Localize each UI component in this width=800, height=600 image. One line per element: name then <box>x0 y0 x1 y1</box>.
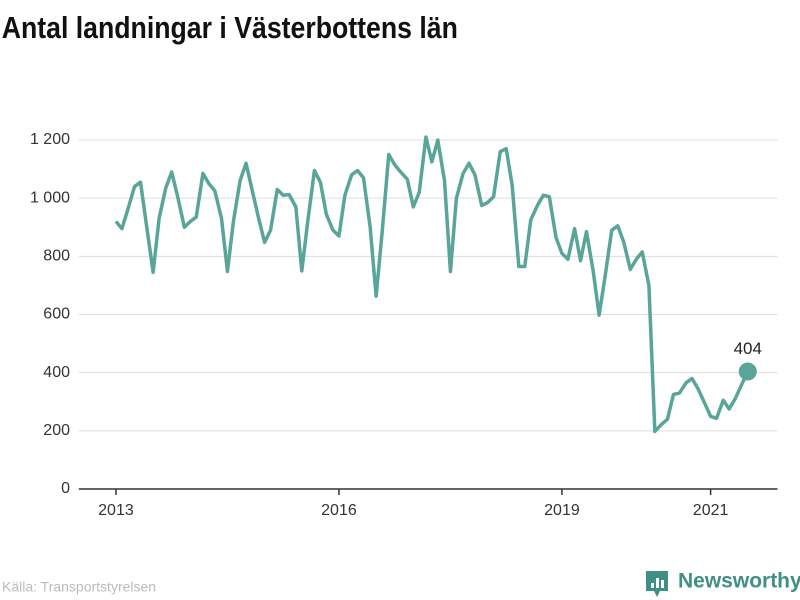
y-tick-label: 1 000 <box>30 189 70 206</box>
y-tick-label: 400 <box>43 364 70 381</box>
value-label: 404 <box>734 339 762 358</box>
brand-logo: Newsworthy <box>646 570 800 597</box>
y-tick-label: 1 200 <box>30 131 70 148</box>
y-tick-label: 200 <box>43 422 70 439</box>
logo-bar <box>651 583 654 588</box>
brand-name: Newsworthy <box>678 570 800 593</box>
y-tick-label: 600 <box>43 306 70 323</box>
x-tick-label: 2021 <box>693 502 729 519</box>
x-tick-label: 2019 <box>544 502 580 519</box>
chart-title: Antal landningar i Västerbottens län <box>2 11 458 45</box>
end-point <box>738 362 757 381</box>
logo-bar <box>656 578 659 588</box>
x-tick-label: 2016 <box>321 502 357 519</box>
source: Källa: Transportstyrelsen <box>2 579 156 595</box>
logo-bar <box>661 580 664 588</box>
x-tick-label: 2013 <box>98 502 134 519</box>
y-tick-label: 800 <box>43 248 70 265</box>
line <box>114 135 750 434</box>
y-tick-label: 0 <box>61 480 70 497</box>
